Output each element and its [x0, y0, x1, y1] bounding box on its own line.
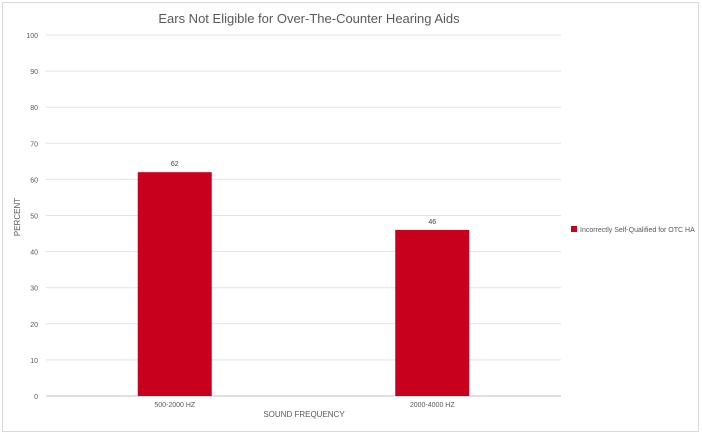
- y-tick-label: 90: [30, 69, 38, 76]
- gridlines: [46, 34, 561, 397]
- bar: [137, 172, 212, 396]
- y-tick-label: 30: [30, 286, 38, 293]
- y-tick-label: 70: [30, 141, 38, 148]
- y-axis-title: PERCENT: [13, 198, 22, 236]
- x-axis-ticks: 500-2000 HZ 2000-4000 HZ: [154, 402, 455, 409]
- chart-title: Ears Not Eligible for Over-The-Counter H…: [158, 11, 460, 26]
- x-axis-title: SOUND FREQUENCY: [263, 410, 345, 419]
- legend: Incorrectly Self-Qualified for OTC HA: [571, 226, 695, 234]
- data-labels: 62 46: [171, 161, 436, 226]
- y-tick-label: 40: [30, 250, 38, 257]
- x-tick-label: 500-2000 HZ: [154, 402, 196, 409]
- x-tick-label: 2000-4000 HZ: [410, 402, 455, 409]
- bars: [137, 172, 470, 396]
- y-tick-label: 60: [30, 177, 38, 184]
- data-label: 46: [428, 219, 436, 226]
- y-tick-label: 50: [30, 214, 38, 221]
- y-tick-label: 20: [30, 322, 38, 329]
- legend-swatch: [571, 226, 577, 232]
- y-tick-label: 0: [34, 394, 38, 401]
- y-tick-label: 100: [26, 33, 38, 40]
- data-label: 62: [171, 161, 179, 168]
- chart-frame: Ears Not Eligible for Over-The-Counter H…: [2, 2, 699, 432]
- bar: [395, 229, 470, 396]
- y-axis-ticks: 0 10 20 30 40 50 60 70 80 90 100: [26, 33, 38, 401]
- legend-label: Incorrectly Self-Qualified for OTC HA: [580, 227, 695, 234]
- y-tick-label: 80: [30, 105, 38, 112]
- bar-chart: Ears Not Eligible for Over-The-Counter H…: [13, 11, 695, 419]
- y-tick-label: 10: [30, 358, 38, 365]
